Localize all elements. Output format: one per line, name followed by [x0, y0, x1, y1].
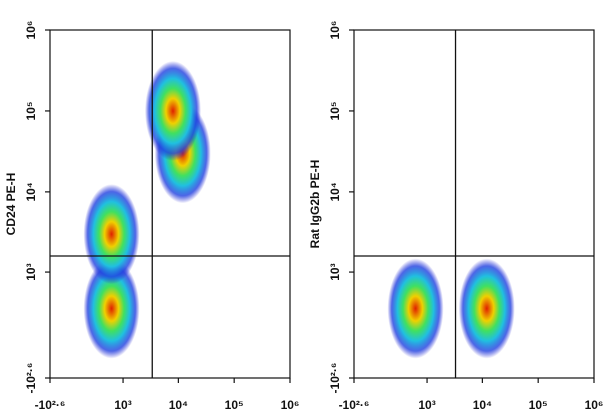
- population: [387, 258, 444, 359]
- x-tick-label: 10⁶: [281, 398, 300, 412]
- y-tick-label: 10⁵: [24, 101, 38, 120]
- y-tick-label: -10²·⁶: [328, 363, 342, 394]
- y-tick-label: 10⁵: [328, 101, 342, 120]
- x-tick-label: -10²·⁶: [35, 398, 66, 412]
- y-tick-label: -10²·⁶: [24, 363, 38, 394]
- x-tick-label: 10⁵: [225, 398, 244, 412]
- y-tick-label: 10³: [24, 263, 38, 280]
- x-tick-label: 10⁵: [529, 398, 548, 412]
- x-tick-label: 10³: [418, 398, 435, 412]
- x-tick-label: 10⁴: [473, 398, 492, 412]
- population: [83, 184, 140, 285]
- plot-frame: [353, 29, 595, 379]
- population: [144, 60, 201, 161]
- x-tick-label: -10²·⁶: [339, 398, 370, 412]
- x-tick-label: 10⁶: [585, 398, 604, 412]
- y-axis-title: Rat IgG2b PE-H: [308, 160, 322, 249]
- population: [458, 258, 515, 359]
- y-tick-label: 10⁴: [328, 182, 342, 201]
- y-tick-label: 10⁶: [328, 21, 342, 40]
- plot-frame: [49, 29, 291, 379]
- population: [83, 258, 140, 359]
- x-tick-label: 10³: [114, 398, 131, 412]
- y-tick-label: 10⁴: [24, 182, 38, 201]
- y-tick-label: 10⁶: [24, 21, 38, 40]
- y-tick-label: 10³: [328, 263, 342, 280]
- x-tick-label: 10⁴: [169, 398, 188, 412]
- y-axis-title: CD24 PE-H: [4, 173, 18, 236]
